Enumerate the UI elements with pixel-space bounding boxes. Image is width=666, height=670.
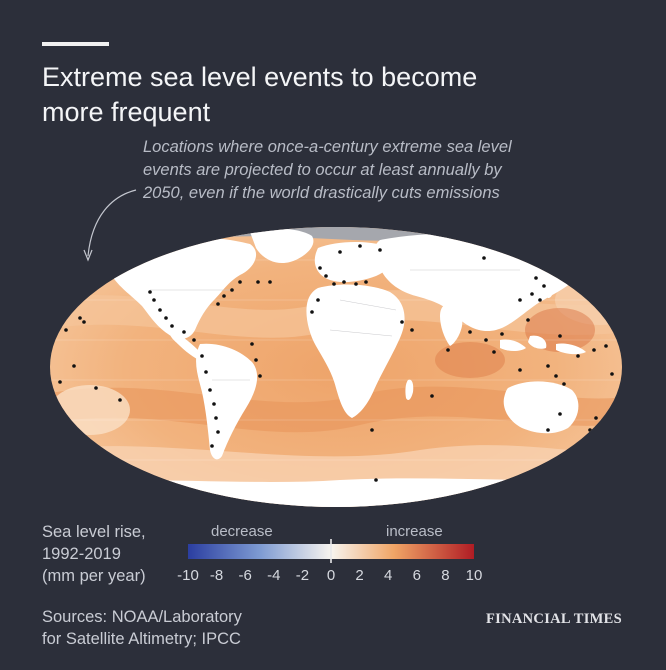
title-line-2: more frequent bbox=[42, 97, 211, 127]
ocean-patch bbox=[525, 308, 595, 352]
antarctica bbox=[50, 478, 622, 507]
map-annotation: Locations where once-a-century extreme s… bbox=[143, 136, 583, 205]
madagascar bbox=[405, 379, 414, 400]
legend-tick-label: -10 bbox=[177, 567, 199, 584]
legend-tick-label: 2 bbox=[355, 567, 364, 584]
greenland bbox=[250, 228, 314, 264]
legend-decrease-label: decrease bbox=[211, 523, 273, 540]
legend-increase-label: increase bbox=[386, 523, 443, 540]
ocean-patch bbox=[435, 342, 505, 378]
ocean-band bbox=[50, 386, 622, 433]
asia bbox=[374, 233, 583, 332]
legend-tick-label: 8 bbox=[441, 567, 450, 584]
ocean-patch bbox=[50, 385, 130, 435]
legend-tick-label: 4 bbox=[384, 567, 393, 584]
annotation-line-1: Locations where once-a-century extreme s… bbox=[143, 138, 512, 156]
japan bbox=[545, 278, 555, 298]
brand-logo: FINANCIAL TIMES bbox=[486, 611, 622, 627]
ocean-band bbox=[50, 290, 622, 338]
legend-tick-label: 0 bbox=[326, 567, 336, 584]
legend-tick-label: -2 bbox=[295, 567, 310, 584]
legend-tick-label: 10 bbox=[465, 567, 483, 584]
ocean-fill bbox=[50, 227, 622, 507]
legend-tick-label: 6 bbox=[412, 567, 421, 584]
title-line-1: Extreme sea level events to become bbox=[42, 62, 478, 92]
sources-line-1: Sources: NOAA/Laboratory bbox=[42, 608, 242, 626]
europe bbox=[314, 242, 395, 283]
annotation-arrowhead bbox=[83, 249, 93, 262]
legend-title: Sea level rise, 1992-2019 (mm per year) bbox=[42, 521, 146, 587]
legend-tick-label: -4 bbox=[267, 567, 281, 584]
annotation-line-2: events are projected to occur at least a… bbox=[143, 161, 502, 179]
north-america bbox=[106, 236, 257, 339]
new-guinea bbox=[556, 343, 586, 355]
legend-title-line-2: 1992-2019 bbox=[42, 545, 121, 563]
legend-color-bar bbox=[188, 544, 474, 559]
annotation-pointer bbox=[87, 189, 137, 257]
annotation-line-3: 2050, even if the world drastically cuts… bbox=[143, 184, 500, 202]
event-dots bbox=[58, 244, 614, 482]
page-title: Extreme sea level events to become more … bbox=[42, 60, 602, 130]
borneo bbox=[528, 335, 547, 349]
uk bbox=[320, 250, 328, 265]
sources-line-2: for Satellite Altimetry; IPCC bbox=[42, 630, 241, 648]
accent-bar bbox=[42, 42, 109, 46]
legend-tick-label: -6 bbox=[238, 567, 252, 584]
south-america bbox=[196, 343, 258, 460]
australia bbox=[503, 381, 579, 434]
legend-title-line-1: Sea level rise, bbox=[42, 523, 146, 541]
legend-tick-label: -8 bbox=[209, 567, 224, 584]
sumatra bbox=[500, 339, 526, 351]
graticule bbox=[50, 259, 622, 461]
india bbox=[440, 304, 463, 346]
borders bbox=[150, 269, 520, 381]
globe-projection bbox=[50, 227, 622, 507]
sources: Sources: NOAA/Laboratory for Satellite A… bbox=[42, 606, 242, 650]
africa bbox=[306, 284, 405, 418]
southern-ocean-band bbox=[50, 445, 622, 507]
legend-title-line-3: (mm per year) bbox=[42, 567, 146, 585]
new-zealand bbox=[598, 429, 605, 447]
ocean-patch bbox=[555, 275, 622, 325]
central-america bbox=[169, 330, 207, 364]
arctic-ice bbox=[50, 227, 622, 241]
